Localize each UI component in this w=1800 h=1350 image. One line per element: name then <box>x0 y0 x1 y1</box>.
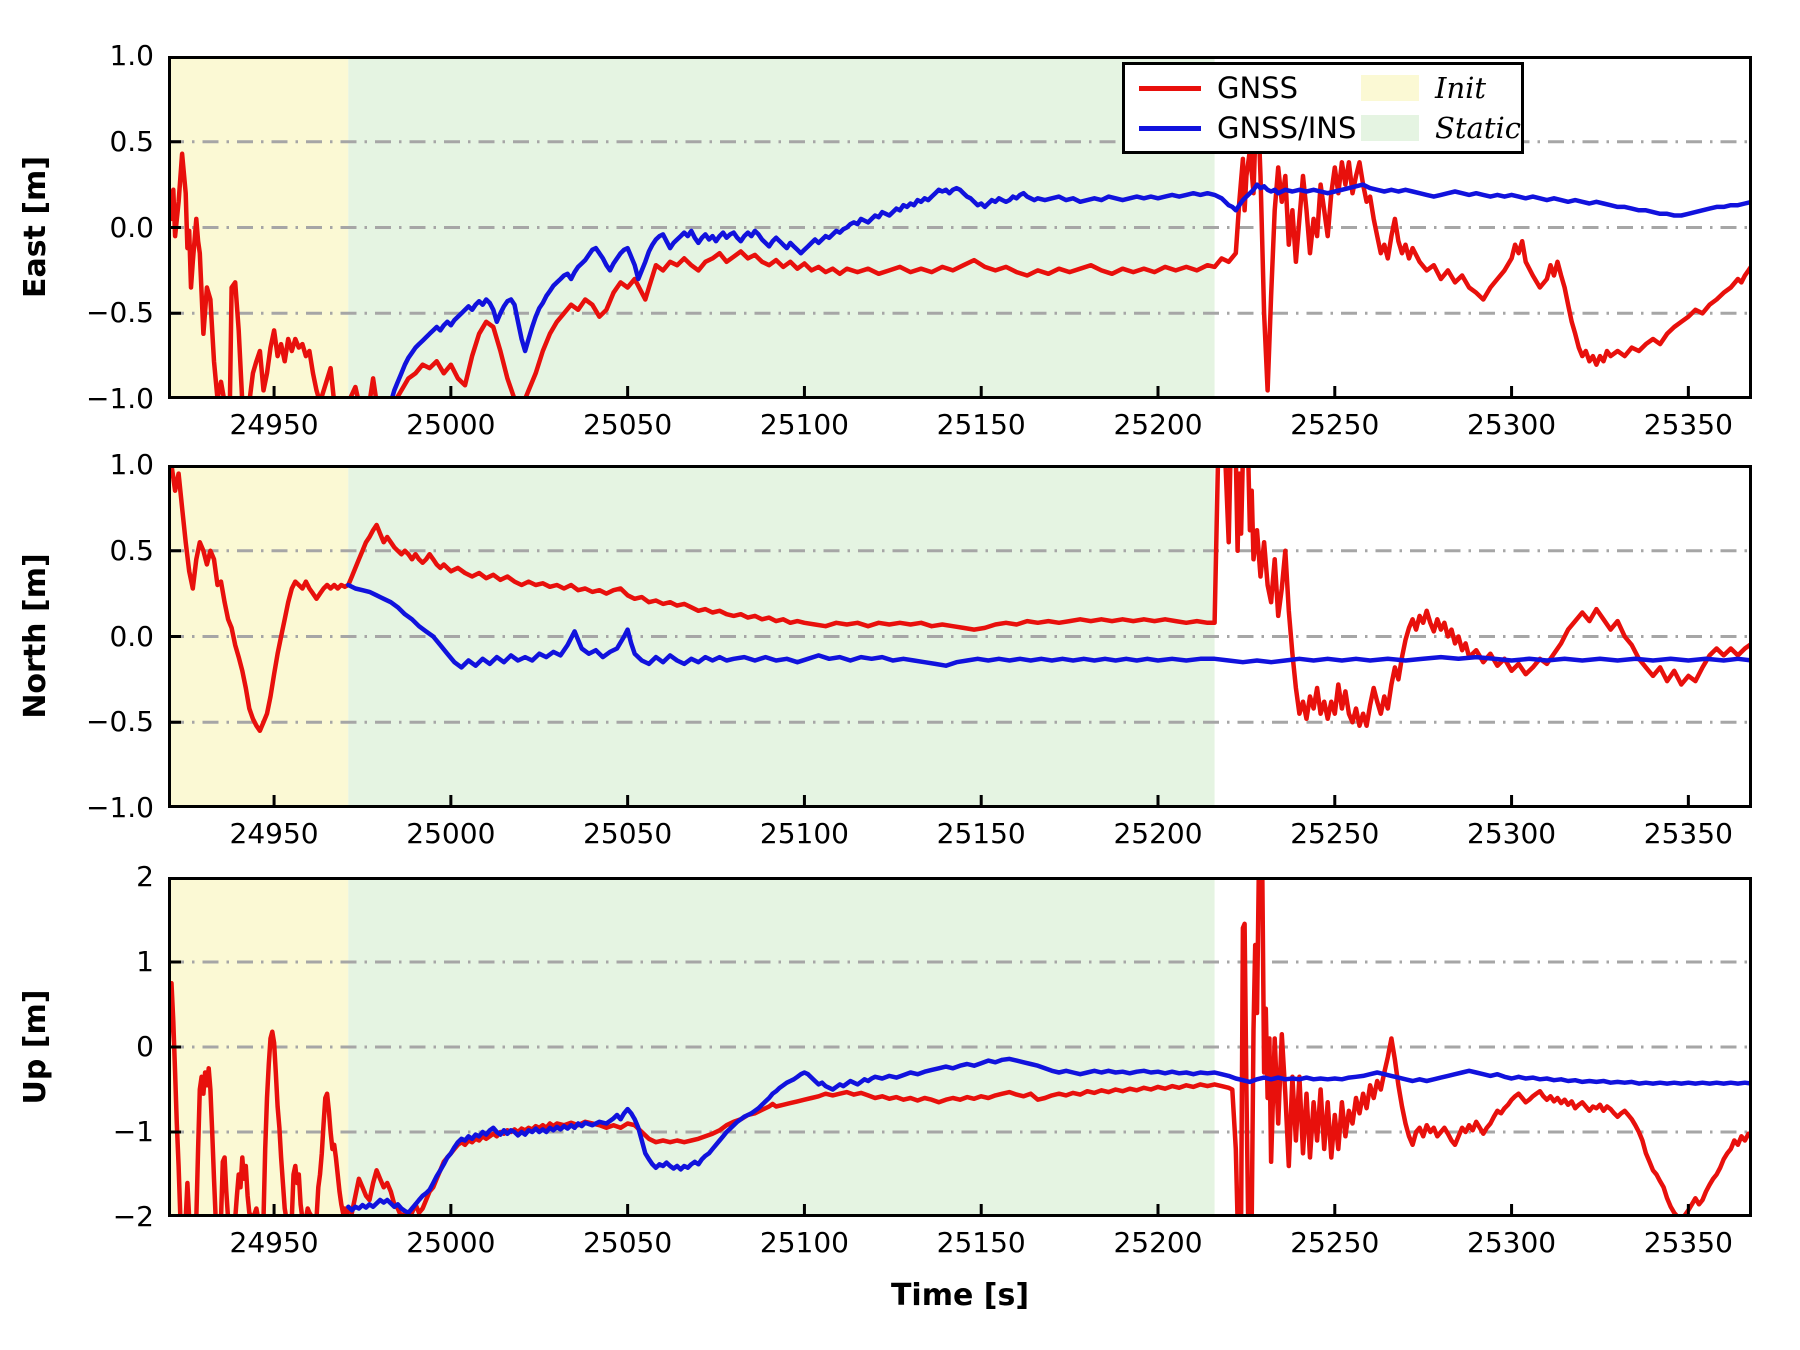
x-tick-label: 25150 <box>936 1226 1026 1259</box>
x-tick-label: 25150 <box>936 817 1026 850</box>
y-tick-label: 0.5 <box>109 533 154 567</box>
legend-label-gnss-ins: GNSS/INS <box>1217 111 1357 145</box>
y-tick-label: −0.5 <box>86 705 154 739</box>
x-tick-label: 25000 <box>406 408 496 441</box>
region-static <box>348 56 1215 399</box>
axes-border <box>168 56 1752 399</box>
x-tick-label: 25050 <box>583 408 673 441</box>
x-tick-label: 25300 <box>1467 408 1557 441</box>
region-static <box>348 877 1215 1217</box>
y-tick-label: 1.0 <box>109 448 154 481</box>
x-tick-label: 25000 <box>406 817 496 850</box>
x-tick-label: 24950 <box>229 1226 319 1259</box>
y-tick-label: 0.5 <box>109 124 154 158</box>
init-patch-swatch <box>1361 75 1420 101</box>
x-tick-label: 25000 <box>406 1226 496 1259</box>
x-tick-label: 25350 <box>1643 408 1733 441</box>
legend: GNSS GNSS/INS Init Static <box>1122 62 1524 154</box>
x-tick-label: 24950 <box>229 817 319 850</box>
x-tick-label: 24950 <box>229 408 319 441</box>
series-gnss <box>168 79 1752 399</box>
series-gnss <box>168 877 1752 1217</box>
x-tick-label: 25150 <box>936 408 1026 441</box>
plot-area-2 <box>168 877 1752 1217</box>
x-tick-label: 25050 <box>583 817 673 850</box>
legend-series-column: GNSS GNSS/INS <box>1125 71 1361 145</box>
legend-label-gnss: GNSS <box>1217 71 1298 105</box>
x-tick-label: 25100 <box>759 817 849 850</box>
x-tick-label: 25300 <box>1467 1226 1557 1259</box>
y-tick-label: 1 <box>136 945 154 978</box>
x-tick-label: 25350 <box>1643 817 1733 850</box>
y-tick-label: −0.5 <box>86 296 154 330</box>
y-tick-label: −2 <box>112 1200 154 1233</box>
y-tick-label: 0.0 <box>109 619 154 653</box>
y-tick-label: −1 <box>112 1115 154 1148</box>
x-tick-label: 25200 <box>1113 1226 1203 1259</box>
gnss-ins-line-swatch <box>1139 125 1201 131</box>
y-tick-label: 1.0 <box>109 39 154 72</box>
x-tick-label: 25200 <box>1113 817 1203 850</box>
x-tick-label: 25100 <box>759 1226 849 1259</box>
subplot-east <box>168 56 1752 399</box>
x-tick-label: 25300 <box>1467 817 1557 850</box>
axes-border <box>168 877 1752 1217</box>
axes-border <box>168 465 1752 808</box>
y-tick-label: −1.0 <box>86 382 154 415</box>
legend-entry-init: Init <box>1361 71 1521 105</box>
x-tick-label: 25250 <box>1290 408 1380 441</box>
series-gnss-ins <box>389 182 1752 399</box>
series-gnss-ins <box>346 1056 1752 1216</box>
y-tick-label: −1.0 <box>86 791 154 824</box>
x-tick-label: 25200 <box>1113 408 1203 441</box>
static-patch-swatch <box>1361 115 1420 141</box>
legend-label-static: Static <box>1435 111 1521 145</box>
series-gnss <box>169 465 1752 734</box>
subplot-north <box>168 465 1752 808</box>
gnss-line-swatch <box>1139 85 1201 91</box>
x-tick-label: 25250 <box>1290 1226 1380 1259</box>
x-tick-label: 25050 <box>583 1226 673 1259</box>
region-static <box>348 465 1215 808</box>
legend-entry-static: Static <box>1361 111 1521 145</box>
legend-entry-gnss-ins: GNSS/INS <box>1139 111 1361 145</box>
y-tick-label: 2 <box>136 860 154 893</box>
x-tick-label: 25250 <box>1290 817 1380 850</box>
plot-area-1 <box>168 465 1752 808</box>
legend-entry-gnss: GNSS <box>1139 71 1361 105</box>
x-axis-label: Time [s] <box>890 1278 1030 1313</box>
series-gnss-ins <box>346 582 1752 670</box>
y-tick-label: 0 <box>136 1030 154 1063</box>
plot-area-0 <box>168 56 1752 399</box>
x-tick-label: 25100 <box>759 408 849 441</box>
legend-label-init: Init <box>1435 71 1487 105</box>
subplot-up <box>168 877 1752 1217</box>
y-tick-label: 0.0 <box>109 210 154 244</box>
legend-regions-column: Init Static <box>1361 71 1521 145</box>
x-tick-label: 25350 <box>1643 1226 1733 1259</box>
